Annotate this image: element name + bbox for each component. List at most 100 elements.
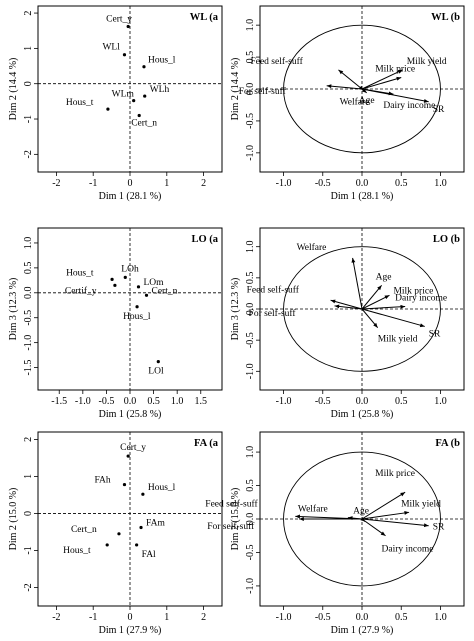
variable-label: Welfare: [297, 242, 327, 253]
y-tick-label: -1.0: [245, 145, 256, 161]
variable-arrow: [326, 85, 363, 90]
x-tick-label: 1: [164, 178, 169, 189]
arrow-head: [400, 304, 406, 309]
x-axis-label: Dim 1 (28.1 %): [331, 191, 394, 202]
data-point: [142, 65, 146, 69]
panel-title: LO (a: [191, 234, 218, 245]
data-point: [144, 293, 149, 297]
arrow-head: [423, 523, 429, 528]
point-label: Certif_y: [65, 285, 97, 296]
point-label: Cert_y: [120, 443, 146, 453]
variable-arrow: [334, 305, 363, 310]
panel-fa_b: -1.0 -0.5 0.0 0.5 1.0 -1.0 -0.5 0.0 0.5 1.0 Dim 1 …: [205, 431, 465, 636]
variable-arrow: [361, 294, 390, 310]
point-label: Hous_l: [148, 483, 176, 493]
data-point: [117, 532, 121, 536]
x-tick-label: 0.0: [124, 396, 137, 407]
panel-title: WL (b: [431, 12, 460, 23]
y-tick-label: -0.5: [23, 310, 34, 326]
arrow-head: [373, 322, 378, 328]
y-tick-label: 0.0: [23, 287, 34, 300]
x-tick-label: -0.5: [315, 178, 331, 189]
x-axis-label: Dim 1 (25.8 %): [99, 409, 162, 420]
arrow-head: [377, 285, 382, 291]
correlation-circle: [283, 246, 441, 372]
x-tick-label: 0.5: [395, 612, 408, 623]
x-tick-label: -1.0: [276, 396, 292, 407]
y-tick-label: -1.0: [245, 363, 256, 379]
y-tick-label: 0.0: [245, 303, 256, 316]
x-tick-label: 0.5: [147, 396, 160, 407]
variable-label: Feed self-suff: [250, 56, 303, 67]
y-axis-label: Dim 3 (12.3 %): [8, 278, 19, 341]
arrow-head: [351, 257, 356, 263]
data-point: [136, 285, 141, 289]
y-axis-label: Dim 2 (15.0 %): [8, 488, 19, 551]
arrow-head: [295, 514, 300, 519]
variable-label: Welfare: [340, 96, 370, 107]
x-tick-label: 0: [128, 178, 133, 189]
y-tick-label: -2: [23, 150, 34, 158]
y-tick-label: 2: [23, 11, 34, 16]
variable-label: Dairy income: [383, 101, 435, 111]
variable-label: Age: [376, 272, 392, 282]
x-axis-label: Dim 1 (27.9 %): [99, 625, 162, 636]
variable-label: Milk yield: [407, 57, 447, 67]
data-point: [106, 107, 110, 111]
y-axis-label: Dim 3 (12.3 %): [230, 278, 241, 341]
point-label: LOm: [143, 278, 164, 288]
arrow-head: [361, 88, 367, 93]
data-point: [113, 283, 117, 287]
panel-title: FA (b: [435, 438, 460, 449]
variable-label: For self-suff: [239, 86, 287, 97]
variable-label: Feed self-suff: [205, 498, 258, 509]
data-point: [135, 543, 139, 547]
variable-label: For self-suff: [249, 308, 297, 319]
variable-label: Age: [353, 507, 369, 517]
x-tick-label: 1.0: [171, 396, 184, 407]
variable-label: Milk price: [393, 286, 433, 296]
arrow-head: [338, 69, 344, 75]
correlation-circle: [283, 24, 441, 154]
point-label: WLh: [150, 85, 170, 95]
variable-arrow: [361, 306, 406, 310]
variable-label: SR: [429, 329, 441, 339]
x-tick-label: -1.0: [276, 612, 292, 623]
data-point: [132, 99, 136, 103]
variable-label: Milk price: [375, 469, 415, 479]
y-tick-label: -0.5: [245, 113, 256, 129]
data-point: [126, 454, 130, 458]
variable-arrow: [361, 518, 386, 537]
data-point: [105, 543, 109, 547]
variable-arrow: [361, 285, 383, 310]
panel-wl_b: -1.0 -0.5 0.0 0.5 1.0 -1.0 -0.5 0.0 0.5 1.0 Dim 1 …: [230, 5, 465, 202]
variable-label: SR: [433, 105, 445, 115]
point-label: Cert_n: [152, 286, 178, 296]
arrow-head: [334, 304, 340, 309]
y-tick-label: -1: [23, 115, 34, 123]
point-label: Cert_n: [71, 525, 97, 535]
panel-fa_a: -2 -1 0 1 2 -2 -1 0 1 2 Dim 1 (27.9 %) Dim 2 (15.0 …: [8, 431, 223, 636]
x-tick-label: -2: [52, 178, 60, 189]
variable-arrow: [361, 77, 402, 90]
x-axis-label: Dim 1 (27.9 %): [331, 625, 394, 636]
arrow-head: [419, 323, 425, 328]
point-label: WLm: [112, 90, 135, 100]
panel-title: LO (b: [433, 234, 460, 245]
x-tick-label: 2: [201, 178, 206, 189]
x-tick-label: 0.0: [356, 396, 369, 407]
x-tick-label: 0.0: [356, 612, 369, 623]
y-tick-label: 1.0: [23, 237, 34, 250]
variable-arrow: [338, 69, 363, 90]
y-tick-label: -1.0: [23, 335, 34, 351]
panel-lo_b: -1.0 -0.5 0.0 0.5 1.0 -1.0 -0.5 0.0 0.5 1.0 Dim 1 …: [230, 227, 465, 420]
point-label: Hous_l: [148, 56, 176, 66]
y-tick-label: -2: [23, 583, 34, 591]
y-tick-label: 0.5: [23, 262, 34, 275]
x-tick-label: 1.0: [434, 612, 447, 623]
y-tick-label: 0.5: [245, 479, 256, 492]
point-label: Hous_t: [66, 98, 94, 108]
point-label: LOh: [121, 264, 139, 274]
y-tick-label: 1.0: [245, 19, 256, 32]
